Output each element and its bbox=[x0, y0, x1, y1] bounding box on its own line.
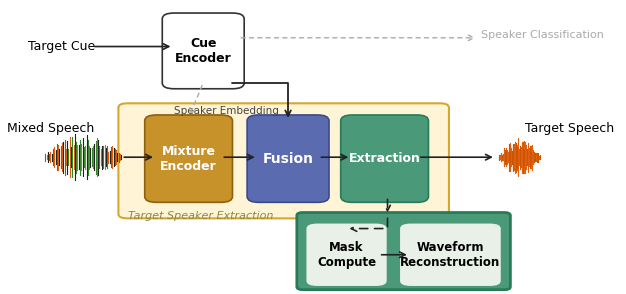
Text: Speaker Classification: Speaker Classification bbox=[481, 30, 604, 40]
Text: Speaker Embedding: Speaker Embedding bbox=[174, 106, 279, 116]
FancyBboxPatch shape bbox=[118, 103, 449, 218]
Text: Waveform
Reconstruction: Waveform Reconstruction bbox=[400, 241, 501, 269]
FancyBboxPatch shape bbox=[162, 13, 244, 89]
FancyBboxPatch shape bbox=[399, 223, 501, 287]
Text: Mixed Speech: Mixed Speech bbox=[8, 122, 95, 135]
Text: Mixture
Encoder: Mixture Encoder bbox=[160, 145, 217, 173]
Text: Target Speech: Target Speech bbox=[525, 122, 614, 135]
Text: Cue
Encoder: Cue Encoder bbox=[175, 37, 232, 65]
FancyBboxPatch shape bbox=[297, 213, 510, 290]
FancyBboxPatch shape bbox=[247, 115, 329, 202]
FancyBboxPatch shape bbox=[305, 223, 387, 287]
Text: Fusion: Fusion bbox=[262, 152, 314, 166]
FancyBboxPatch shape bbox=[341, 115, 428, 202]
Text: Mask
Compute: Mask Compute bbox=[317, 241, 376, 269]
Text: Extraction: Extraction bbox=[349, 152, 421, 165]
FancyBboxPatch shape bbox=[145, 115, 232, 202]
Text: Target Speaker Extraction: Target Speaker Extraction bbox=[128, 211, 273, 221]
Text: Target Cue: Target Cue bbox=[28, 40, 95, 53]
